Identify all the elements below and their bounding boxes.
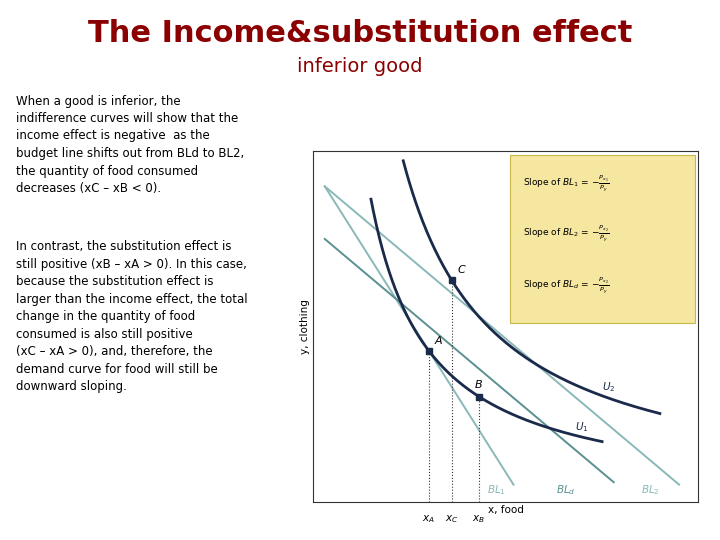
Text: $BL_1$: $BL_1$ <box>487 483 505 497</box>
Text: Slope of $BL_2$ = $-\frac{P_{x_2}}{P_y}$: Slope of $BL_2$ = $-\frac{P_{x_2}}{P_y}$ <box>523 223 609 244</box>
Text: $U_2$: $U_2$ <box>602 381 616 394</box>
Text: $x_B$: $x_B$ <box>472 514 485 525</box>
Text: Slope of $BL_d$ = $-\frac{P_{x_2}}{P_y}$: Slope of $BL_d$ = $-\frac{P_{x_2}}{P_y}$ <box>523 276 609 296</box>
Text: inferior good: inferior good <box>297 57 423 76</box>
FancyBboxPatch shape <box>510 154 695 323</box>
Text: $BL_d$: $BL_d$ <box>556 483 575 497</box>
Text: When a good is inferior, the
indifference curves will show that the
income effec: When a good is inferior, the indifferenc… <box>16 94 244 195</box>
Text: In contrast, the substitution effect is
still positive (xB – xA > 0). In this ca: In contrast, the substitution effect is … <box>16 240 248 393</box>
Text: $BL_2$: $BL_2$ <box>641 483 660 497</box>
Text: Slope of $BL_1$ = $-\frac{P_{x_1}}{P_y}$: Slope of $BL_1$ = $-\frac{P_{x_1}}{P_y}$ <box>523 174 609 194</box>
Text: $x_A$: $x_A$ <box>423 514 435 525</box>
Text: The Income&substitution effect: The Income&substitution effect <box>88 19 632 48</box>
X-axis label: x, food: x, food <box>488 505 523 515</box>
Text: B: B <box>475 380 482 390</box>
Text: A: A <box>435 336 442 346</box>
Text: $U_1$: $U_1$ <box>575 420 589 434</box>
Y-axis label: y, clothing: y, clothing <box>300 299 310 354</box>
Text: C: C <box>458 266 465 275</box>
Text: $x_C$: $x_C$ <box>445 514 459 525</box>
